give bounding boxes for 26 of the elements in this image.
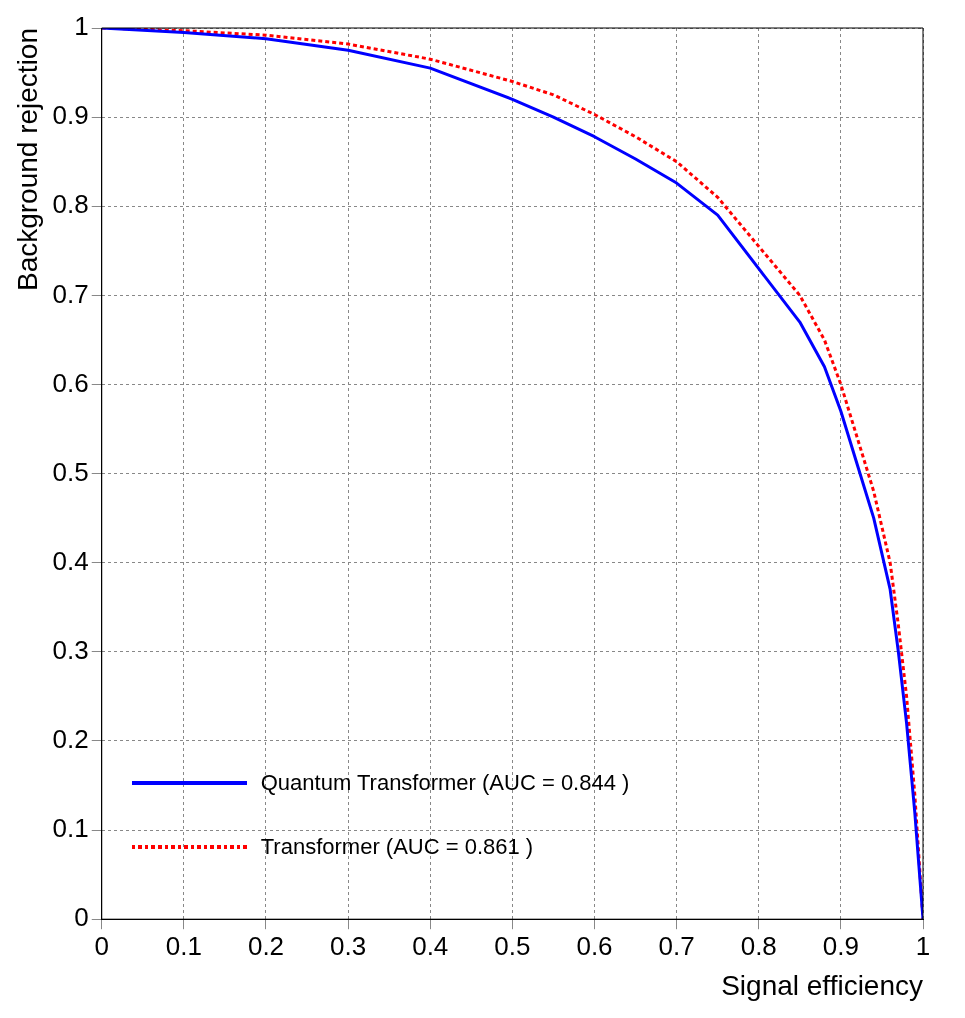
x-tick-label: 0.1	[165, 930, 202, 961]
x-tick-label: 0.3	[330, 930, 367, 961]
x-tick-label: 1	[915, 930, 931, 961]
y-tick-label: 0.9	[52, 100, 89, 131]
x-tick-label: 0	[94, 930, 109, 961]
x-tick-label: 0.4	[412, 930, 449, 961]
y-tick-label: 0.3	[52, 635, 89, 666]
y-tick-label: 0	[74, 902, 89, 933]
x-tick-label: 0.8	[740, 930, 777, 961]
y-tick-label: 1	[74, 11, 89, 42]
x-tick-label: 0.5	[494, 930, 531, 961]
y-tick-label: 0.2	[52, 724, 89, 755]
x-axis-title: Signal efficiency	[721, 969, 923, 1001]
y-tick-label: 0.6	[52, 367, 89, 398]
x-tick-label: 0.2	[247, 930, 285, 961]
x-tick-label: 0.9	[822, 930, 859, 961]
y-tick-label: 0.8	[52, 189, 89, 220]
y-tick-label: 0.4	[52, 545, 89, 576]
y-tick-label: 0.1	[52, 813, 89, 844]
x-tick-label: 0.6	[576, 930, 613, 961]
y-axis-title: Background rejection	[11, 28, 43, 292]
y-tick-label: 0.7	[52, 278, 89, 309]
legend-label: Transformer (AUC = 0.861 )	[260, 834, 534, 861]
x-tick-label: 0.7	[658, 930, 695, 961]
y-tick-label: 0.5	[52, 456, 89, 487]
legend-label: Quantum Transformer (AUC = 0.844 )	[260, 770, 630, 797]
